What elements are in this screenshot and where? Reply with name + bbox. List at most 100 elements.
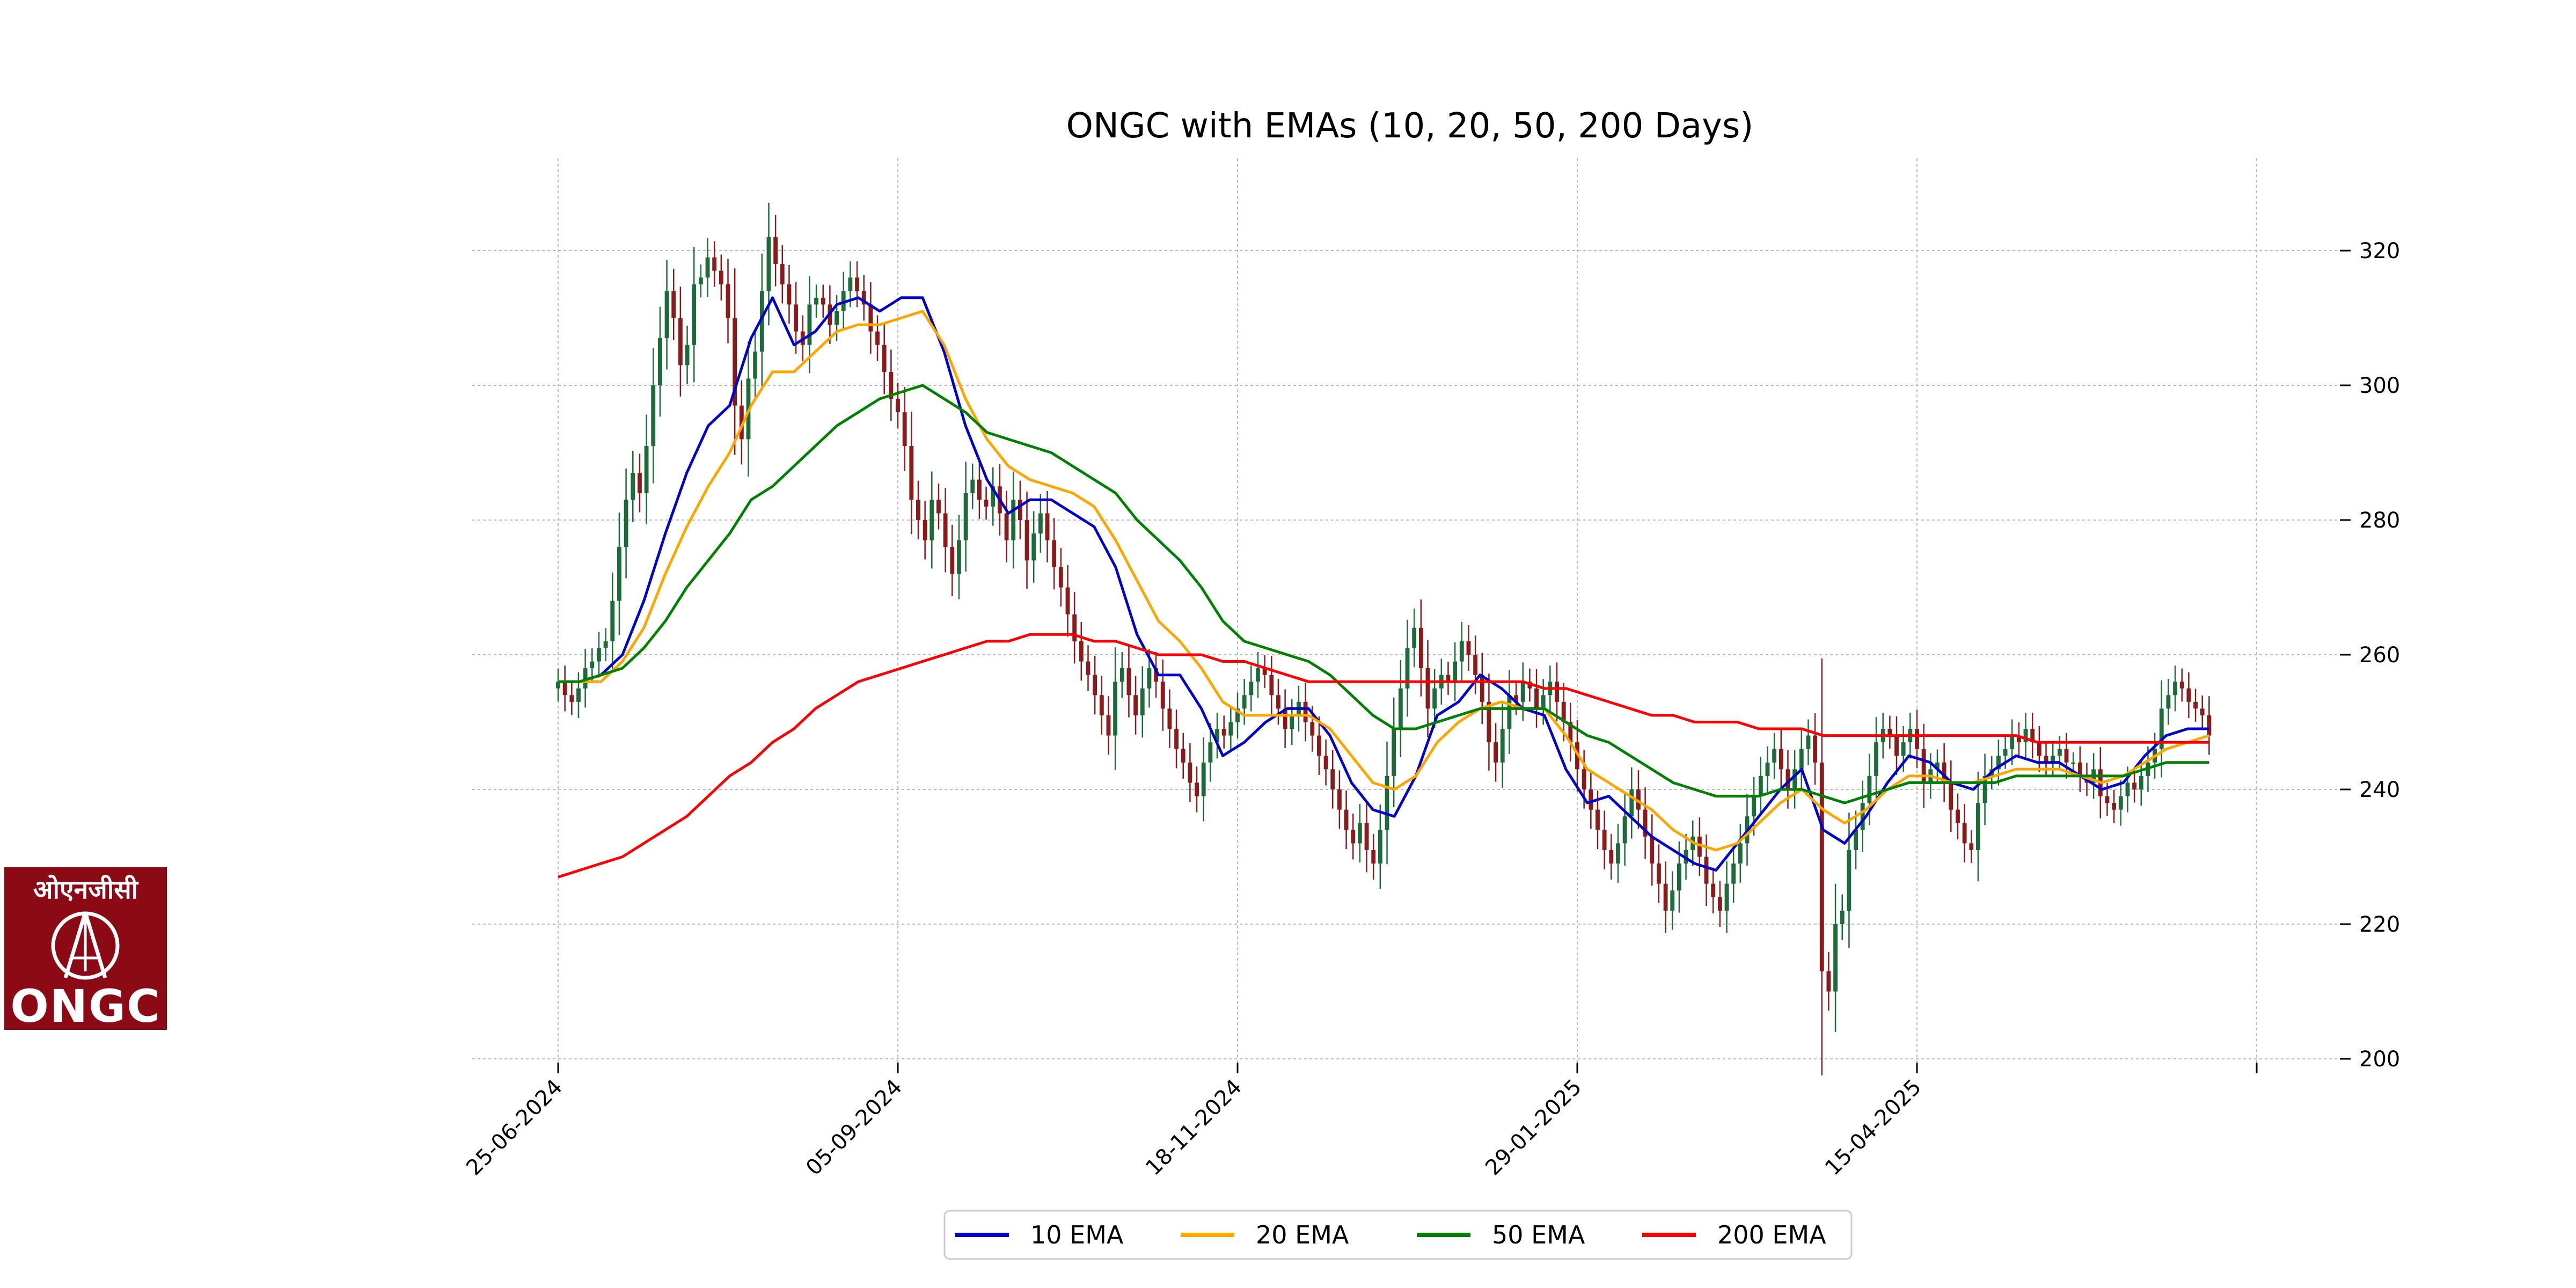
candle: [2023, 712, 2028, 759]
candle: [2071, 752, 2076, 773]
candle: [821, 284, 825, 318]
candle: [1052, 518, 1057, 590]
candle: [1555, 662, 1559, 721]
candle: [1303, 683, 1308, 742]
candle: [1568, 702, 1573, 762]
candle: [1616, 824, 1620, 883]
candle: [1316, 716, 1321, 775]
legend-item: 20 EMA: [1181, 1220, 1349, 1249]
candle: [1392, 697, 1396, 808]
candle: [1371, 833, 1376, 880]
candle: [1663, 861, 1668, 933]
logo-hindi-text: ओएनजीसी: [33, 875, 138, 905]
candle: [651, 348, 656, 484]
candle: [1398, 660, 1403, 757]
candle: [1887, 715, 1892, 749]
candle: [984, 486, 989, 520]
candle: [1949, 760, 1953, 832]
candle: [753, 329, 758, 401]
y-tick-label: 200: [2359, 1047, 2400, 1072]
candle: [1969, 830, 1974, 863]
candle: [930, 471, 934, 569]
candle: [1840, 894, 1845, 941]
candle: [1500, 703, 1505, 788]
candle: [1323, 740, 1328, 786]
y-tick-label: 240: [2359, 778, 2400, 802]
candle: [2077, 746, 2082, 793]
candle: [692, 247, 697, 383]
candle: [963, 462, 968, 572]
candle: [1507, 670, 1512, 755]
candle: [1256, 652, 1260, 698]
candle: [1249, 665, 1254, 712]
candle: [2037, 726, 2041, 772]
candle: [1806, 719, 1811, 765]
candle: [1188, 743, 1192, 802]
candle: [1378, 804, 1382, 889]
candle: [1119, 652, 1124, 698]
candle: [943, 488, 948, 573]
candle: [1819, 658, 1824, 1075]
candle: [868, 282, 873, 354]
legend-label: 200 EMA: [1717, 1220, 1826, 1249]
candle: [1432, 669, 1437, 728]
candle: [657, 306, 662, 417]
candle: [1833, 883, 1838, 1032]
candle: [1636, 770, 1641, 829]
legend-item: 50 EMA: [1417, 1220, 1585, 1249]
candle: [1276, 679, 1280, 725]
candle: [1024, 492, 1029, 589]
candle: [610, 572, 615, 670]
candle: [1011, 471, 1016, 569]
candle: [970, 463, 975, 509]
candle: [957, 515, 961, 599]
candle: [1079, 622, 1084, 681]
candle: [1242, 679, 1247, 725]
candle: [1364, 801, 1369, 873]
candle: [2112, 789, 2117, 823]
candle: [2173, 665, 2178, 712]
legend: 10 EMA 20 EMA 50 EMA 200 EMA: [943, 1210, 1853, 1260]
candle: [923, 501, 927, 560]
candle: [1487, 674, 1491, 771]
candle: [1405, 619, 1410, 717]
candle: [664, 259, 669, 370]
candle: [678, 287, 683, 397]
y-tick-label: 320: [2359, 239, 2400, 264]
candle: [1813, 713, 1818, 785]
x-tick-label: 29-01-2025: [1481, 1075, 1586, 1181]
candle: [576, 672, 581, 718]
candle: [1412, 609, 1417, 668]
candle: [773, 215, 778, 287]
candle: [2193, 689, 2198, 722]
candle: [1133, 676, 1138, 735]
candle: [1643, 787, 1648, 859]
candle: [2166, 679, 2171, 725]
candle: [1799, 729, 1804, 789]
candle: [1018, 480, 1022, 539]
candle: [1731, 844, 1736, 903]
candle: [1656, 844, 1661, 903]
candle: [1337, 770, 1342, 829]
x-tick-label: 15-04-2025: [1820, 1075, 1926, 1181]
candle: [1262, 655, 1267, 689]
candle: [562, 665, 567, 712]
x-tick-label: 25-06-2024: [462, 1075, 567, 1181]
candlesticks: [556, 202, 2212, 1075]
candle: [1459, 622, 1464, 681]
candle: [1921, 723, 1926, 808]
candle: [1717, 881, 1722, 927]
y-tick-label: 280: [2359, 508, 2400, 533]
candle: [569, 682, 574, 715]
candle: [759, 253, 764, 389]
candle: [1982, 753, 1987, 825]
ema-line-10: [558, 296, 2209, 872]
candle: [889, 349, 894, 421]
candle: [1425, 640, 1430, 737]
candle: [637, 453, 642, 513]
candle: [1589, 770, 1593, 829]
candle: [1283, 689, 1287, 748]
candle: [712, 241, 717, 287]
candle: [875, 315, 880, 361]
